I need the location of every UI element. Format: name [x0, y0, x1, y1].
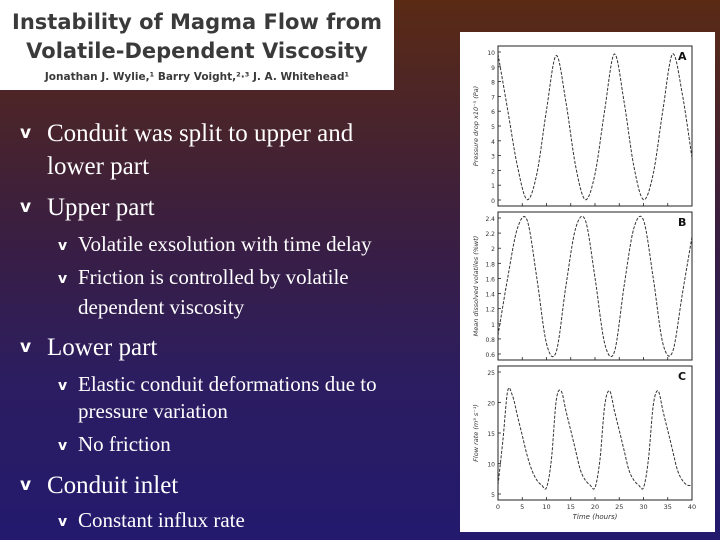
y-tick-label: 0 — [491, 198, 495, 205]
y-tick-label: 3 — [491, 154, 495, 161]
bullet-marker: v — [58, 514, 68, 530]
y-tick-label: 5 — [491, 492, 495, 499]
title-line-1: Instability of Magma Flow from — [12, 10, 382, 34]
series-line — [497, 387, 693, 490]
y-tick-label: 1.2 — [485, 307, 495, 314]
panel-label: B — [678, 216, 686, 229]
bullet-marker: v — [20, 123, 32, 143]
series-line — [497, 215, 693, 358]
bullet-marker: v — [20, 337, 32, 357]
bullet-friction-line-2: dependent viscosity — [78, 295, 245, 319]
bullet-upper-part: Upper part — [47, 194, 155, 221]
bullet-no-friction: No friction — [78, 432, 171, 456]
x-tick-label: 5 — [520, 503, 524, 511]
x-axis-label: Time (hours) — [573, 513, 618, 521]
bullet-marker: v — [20, 475, 32, 495]
y-tick-label: 15 — [487, 431, 495, 438]
bullet-elastic-line-2: pressure variation — [78, 399, 228, 423]
y-tick-label: 5 — [491, 124, 495, 131]
bullet-conduit-split-line-1: Conduit was split to upper and — [47, 120, 354, 147]
y-tick-label: 1.6 — [485, 276, 495, 283]
x-tick-label: 30 — [639, 503, 647, 511]
x-tick-label: 35 — [664, 503, 672, 511]
plot-frame — [497, 365, 693, 501]
panel-label: A — [678, 50, 687, 63]
y-tick-label: 2 — [491, 246, 495, 253]
title-line-2: Volatile-Dependent Viscosity — [26, 39, 368, 63]
y-tick-label: 20 — [487, 401, 495, 408]
y-tick-label: 1.4 — [485, 292, 495, 299]
y-tick-label: 2 — [491, 168, 495, 175]
y-tick-label: 2.2 — [485, 231, 495, 238]
plot-frame — [497, 211, 693, 361]
y-tick-label: 1 — [491, 322, 495, 329]
bullet-volatile-exsolution: Volatile exsolution with time delay — [78, 232, 372, 256]
y-tick-label: 10 — [487, 462, 495, 469]
y-tick-label: 6 — [491, 109, 495, 116]
bullet-marker: v — [58, 438, 68, 454]
y-tick-label: 9 — [491, 65, 495, 72]
y-tick-label: 0.8 — [485, 337, 495, 344]
y-axis-label: Pressure drop x10⁻⁵ (Pa) — [472, 86, 480, 166]
y-axis-label: Flow rate (m³ s⁻¹) — [472, 404, 480, 462]
bullet-friction-line-1: Friction is controlled by volatile — [78, 265, 349, 289]
y-tick-label: 25 — [487, 370, 495, 377]
authors: Jonathan J. Wylie,¹ Barry Voight,²·³ J. … — [44, 71, 350, 83]
bullet-conduit-split-line-2: lower part — [47, 153, 150, 180]
figure-panel: A 10 9 8 7 6 5 4 3 2 1 0 Pressure drop x10⁻⁵ (Pa) B 2.… — [460, 32, 715, 532]
plot-frame — [497, 45, 693, 207]
y-tick-label: 8 — [491, 80, 495, 87]
y-tick-label: 0.6 — [485, 352, 495, 359]
bullet-marker: v — [58, 271, 68, 287]
panel-label: C — [678, 370, 686, 383]
y-tick-label: 4 — [491, 139, 495, 146]
bullet-marker: v — [58, 378, 68, 394]
x-tick-label: 10 — [542, 503, 550, 511]
x-tick-label: 20 — [591, 503, 599, 511]
y-axis-label: Mean dissolved volatiles (%wt) — [472, 236, 480, 337]
x-tick-label: 0 — [496, 503, 500, 511]
x-tick-label: 25 — [615, 503, 623, 511]
y-tick-label: 1.8 — [485, 261, 495, 268]
y-tick-label: 2.4 — [485, 216, 495, 223]
title-banner: Instability of Magma Flow from Volatile-… — [0, 0, 394, 90]
bullet-lower-part: Lower part — [47, 334, 158, 361]
bullet-elastic-line-1: Elastic conduit deformations due to — [78, 372, 377, 396]
bullet-conduit-inlet: Conduit inlet — [47, 472, 179, 499]
y-tick-label: 10 — [487, 50, 495, 57]
y-tick-label: 7 — [491, 94, 495, 101]
x-tick-label: 40 — [688, 503, 696, 511]
bullet-constant-influx: Constant influx rate — [78, 508, 245, 532]
series-line — [497, 53, 693, 201]
x-tick-label: 15 — [567, 503, 575, 511]
y-tick-label: 1 — [491, 183, 495, 190]
bullet-marker: v — [58, 238, 68, 254]
bullet-marker: v — [20, 197, 32, 217]
